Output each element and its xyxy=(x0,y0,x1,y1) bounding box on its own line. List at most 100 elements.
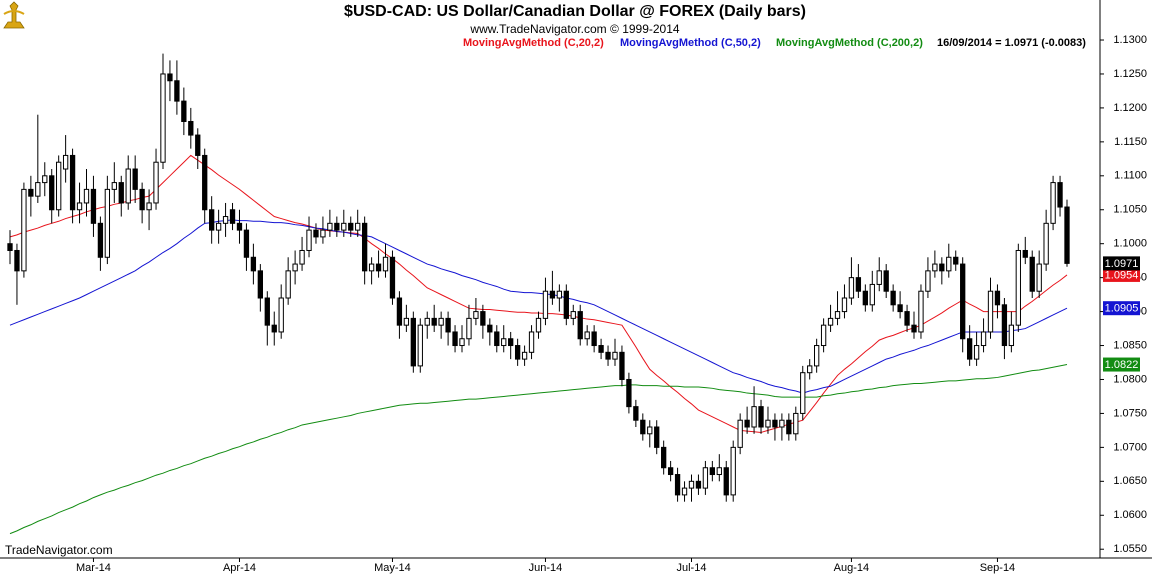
candle-body xyxy=(667,467,674,476)
candle-body xyxy=(153,161,159,204)
candle-body xyxy=(202,154,208,211)
candle-body xyxy=(341,222,347,231)
candle-body xyxy=(118,182,124,204)
y-tick-label: 1.1250 xyxy=(1113,68,1147,80)
candle-body xyxy=(278,297,284,333)
candle-body xyxy=(480,311,486,326)
candle-body xyxy=(556,290,563,299)
x-tick-label: Mar-14 xyxy=(76,562,111,574)
candle-body xyxy=(661,446,667,469)
candle-body xyxy=(827,317,834,326)
candle-body xyxy=(167,73,173,82)
candle-body xyxy=(452,331,458,347)
candle-body xyxy=(104,188,111,258)
candle-body xyxy=(459,338,465,347)
legend-entry: MovingAvgMethod (C,20,2) xyxy=(463,37,604,49)
candle-body xyxy=(862,290,868,306)
candle-body xyxy=(1064,206,1070,264)
candle-body xyxy=(327,222,333,231)
candle-body xyxy=(368,263,375,272)
candle-body xyxy=(960,263,966,340)
candle-body xyxy=(932,263,938,272)
candle-body xyxy=(855,277,862,292)
candle-body xyxy=(355,222,361,231)
candle-body xyxy=(69,154,76,211)
candle-body xyxy=(139,188,145,211)
candle-body xyxy=(1057,182,1063,208)
candle-body xyxy=(271,324,277,333)
candle-body xyxy=(890,290,896,306)
candle-body xyxy=(751,406,757,428)
last-value-label: 1.0905 xyxy=(1105,303,1139,315)
candle-body xyxy=(897,304,903,313)
last-value-tag xyxy=(1103,267,1140,282)
candle-body xyxy=(848,277,855,299)
candle-body xyxy=(250,256,257,272)
candle-body xyxy=(737,419,743,448)
y-tick-label: 1.0650 xyxy=(1113,475,1147,487)
candle-body xyxy=(396,297,403,326)
candle-body xyxy=(980,331,987,347)
candle-body xyxy=(487,324,493,333)
candle-body xyxy=(320,229,326,238)
candle-body xyxy=(820,324,827,347)
candle-body xyxy=(222,216,229,224)
x-tick-label: Jun-14 xyxy=(529,562,563,574)
candle-body xyxy=(654,426,660,448)
candle-body xyxy=(285,270,291,299)
candle-body xyxy=(508,338,514,347)
y-tick-label: 1.0750 xyxy=(1113,407,1147,419)
candle-body xyxy=(946,256,952,272)
candle-body xyxy=(681,487,688,496)
candle-body xyxy=(62,154,69,170)
candle-body xyxy=(584,331,590,340)
candle-body xyxy=(723,467,729,496)
candle-body xyxy=(473,311,479,319)
y-tick-label: 1.1200 xyxy=(1113,102,1147,114)
candle-body xyxy=(438,317,444,326)
candle-body xyxy=(834,311,841,319)
candle-body xyxy=(695,480,702,489)
candle-body xyxy=(883,270,889,292)
candle-body xyxy=(1029,256,1035,292)
x-tick-label: Aug-14 xyxy=(834,562,869,574)
watermark: TradeNavigator.com xyxy=(5,543,113,557)
candle-body xyxy=(994,290,1001,306)
candle-body xyxy=(765,419,771,428)
candle-body xyxy=(56,161,62,211)
candle-body xyxy=(375,263,382,272)
candle-body xyxy=(640,419,646,435)
chart-title: $USD-CAD: US Dollar/Canadian Dollar @ FO… xyxy=(344,3,806,20)
candle-body xyxy=(605,351,611,360)
candle-body xyxy=(264,297,270,326)
candle-body xyxy=(925,270,931,292)
candle-body xyxy=(243,229,250,258)
candle-body xyxy=(688,480,695,489)
candle-body xyxy=(953,256,959,265)
candle-body xyxy=(542,290,549,319)
candle-body xyxy=(28,188,34,197)
candle-body xyxy=(528,331,535,353)
candle-body xyxy=(709,467,716,476)
candle-body xyxy=(904,311,910,326)
candle-body xyxy=(174,80,180,102)
candle-body xyxy=(195,134,201,156)
candle-body xyxy=(132,168,138,190)
candle-body xyxy=(292,263,298,272)
candle-body xyxy=(1043,222,1049,265)
candle-body xyxy=(876,270,882,285)
candle-body xyxy=(577,311,583,340)
candle-body xyxy=(1008,324,1015,347)
candle-body xyxy=(215,222,222,231)
candle-body xyxy=(35,182,41,197)
candle-body xyxy=(619,351,625,380)
y-tick-label: 1.1000 xyxy=(1113,238,1147,250)
candle-body xyxy=(549,290,556,299)
candle-body xyxy=(535,317,542,333)
y-tick-label: 1.0700 xyxy=(1113,441,1147,453)
candle-body xyxy=(42,175,48,184)
candle-body xyxy=(647,426,653,435)
candle-body xyxy=(382,256,389,272)
